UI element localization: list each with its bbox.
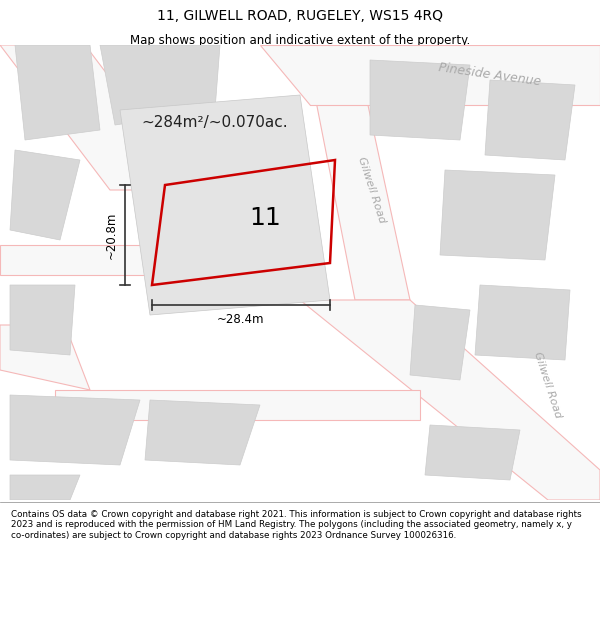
Text: Gilwell Road: Gilwell Road <box>533 351 563 419</box>
Text: 11: 11 <box>250 206 281 230</box>
Polygon shape <box>0 325 90 390</box>
Text: Gilwell Road: Gilwell Road <box>356 156 388 224</box>
Polygon shape <box>0 245 175 275</box>
Text: ~20.8m: ~20.8m <box>105 211 118 259</box>
Polygon shape <box>300 300 600 500</box>
Text: 11, GILWELL ROAD, RUGELEY, WS15 4RQ: 11, GILWELL ROAD, RUGELEY, WS15 4RQ <box>157 9 443 23</box>
Polygon shape <box>485 80 575 160</box>
Polygon shape <box>305 45 410 300</box>
Text: ~284m²/~0.070ac.: ~284m²/~0.070ac. <box>142 115 289 130</box>
Polygon shape <box>425 425 520 480</box>
Text: Pineside Avenue: Pineside Avenue <box>438 61 542 89</box>
Text: Contains OS data © Crown copyright and database right 2021. This information is : Contains OS data © Crown copyright and d… <box>11 510 581 540</box>
Polygon shape <box>55 390 420 420</box>
Polygon shape <box>100 45 220 125</box>
Polygon shape <box>10 475 80 500</box>
Polygon shape <box>440 170 555 260</box>
Polygon shape <box>15 45 100 140</box>
Text: ~28.4m: ~28.4m <box>217 313 265 326</box>
Polygon shape <box>10 285 75 355</box>
Polygon shape <box>475 285 570 360</box>
Polygon shape <box>0 45 195 190</box>
Polygon shape <box>10 150 80 240</box>
Polygon shape <box>120 95 330 315</box>
Polygon shape <box>410 305 470 380</box>
Polygon shape <box>145 400 260 465</box>
Text: Map shows position and indicative extent of the property.: Map shows position and indicative extent… <box>130 34 470 47</box>
Polygon shape <box>10 395 140 465</box>
Polygon shape <box>260 45 600 105</box>
Polygon shape <box>370 60 470 140</box>
